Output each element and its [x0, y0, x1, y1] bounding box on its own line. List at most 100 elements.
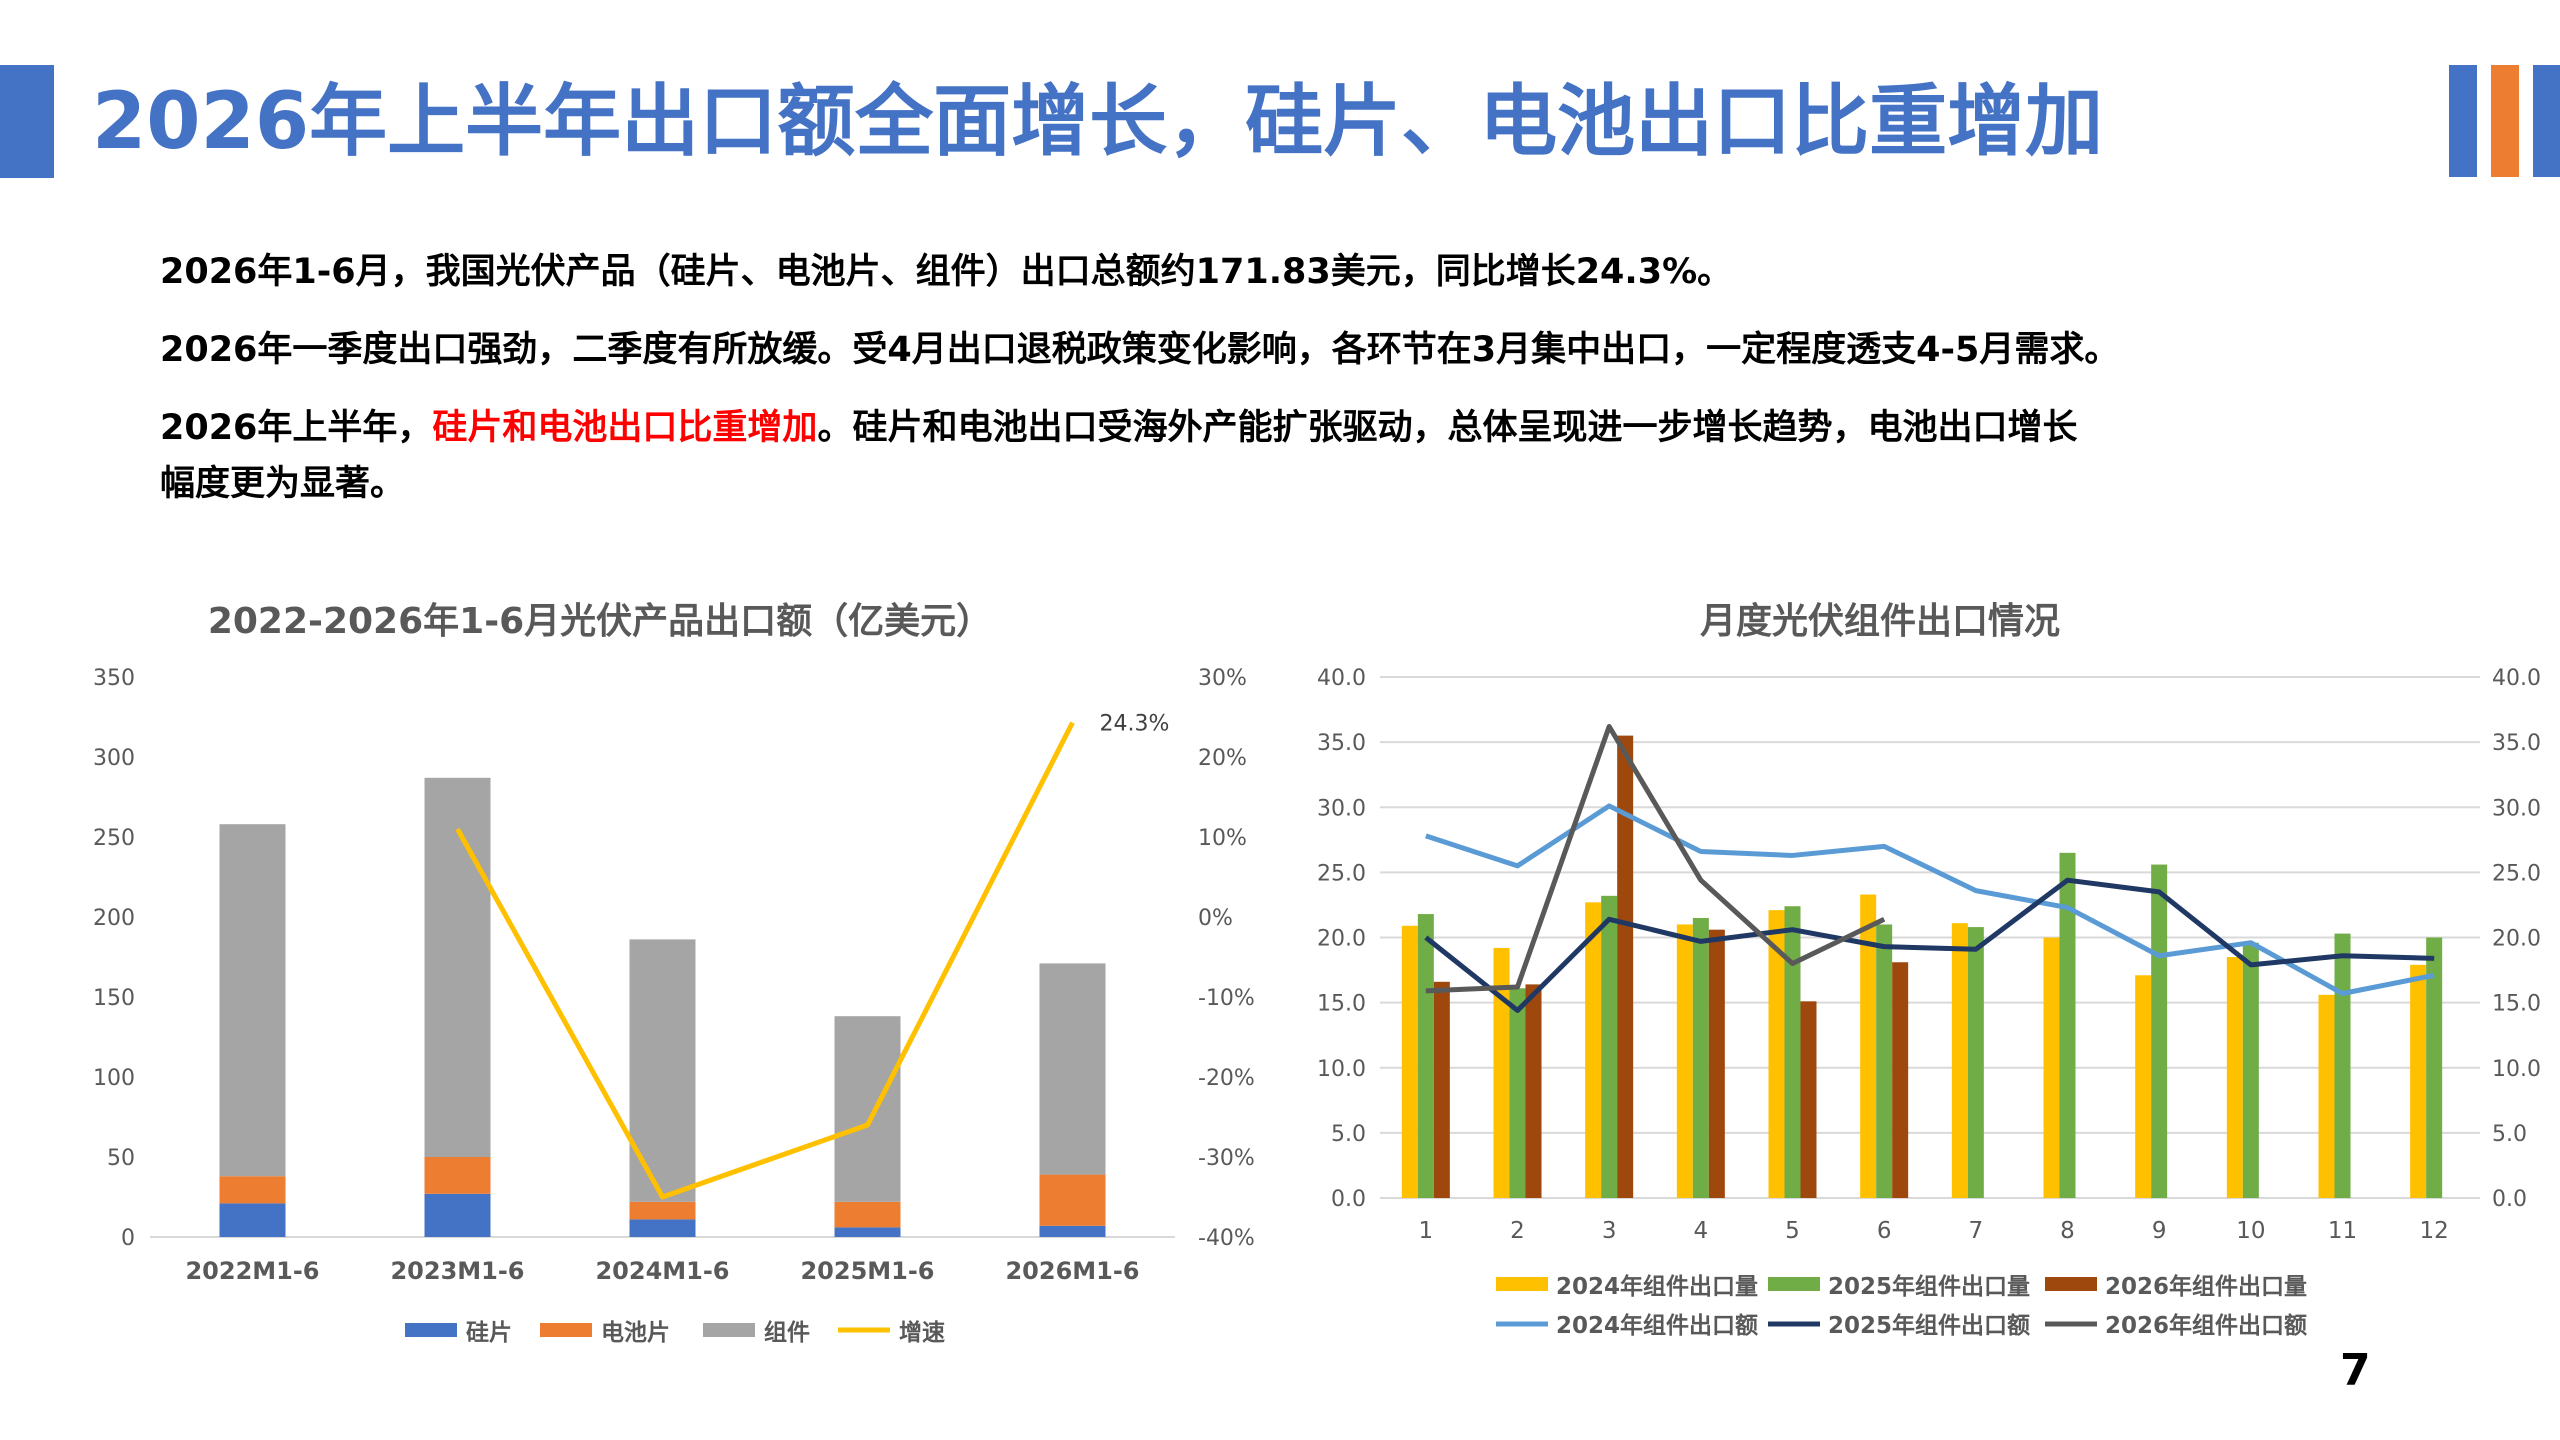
chart2-bar-2024 [2043, 937, 2060, 1198]
chart1-y-tick: 50 [107, 1146, 135, 1171]
chart2-y2-tick: 5.0 [2492, 1122, 2527, 1147]
title-accent-bar [0, 65, 54, 178]
chart2-title: 月度光伏组件出口情况 [1699, 601, 2060, 642]
chart1-y2-tick: -40% [1198, 1226, 1255, 1251]
chart2-bar-2026 [1800, 1001, 1817, 1198]
chart1-legend-label: 增速 [899, 1319, 945, 1346]
chart1-y-tick: 200 [93, 906, 135, 931]
chart2-y2-tick: 15.0 [2492, 992, 2541, 1017]
chart1-y-tick: 250 [93, 826, 135, 851]
chart1-bar-module [629, 939, 696, 1202]
chart2-bar-2026 [1525, 984, 1542, 1198]
chart2-x-tick: 6 [1877, 1218, 1892, 1244]
chart1-x-tick: 2024M1-6 [595, 1257, 729, 1285]
chart2-bar-2026 [1892, 962, 1909, 1198]
chart2-y2-tick: 40.0 [2492, 666, 2541, 691]
chart2-y-tick: 35.0 [1317, 731, 1366, 756]
chart1-y2-tick: -10% [1198, 986, 1255, 1011]
chart1-bar-cell [219, 1176, 286, 1204]
chart2-y2-tick: 25.0 [2492, 861, 2541, 886]
chart2-legend-swatch [1496, 1277, 1548, 1291]
chart1-legend-swatch [540, 1323, 592, 1337]
chart2-y-tick: 10.0 [1317, 1057, 1366, 1082]
chart2-legend-label: 2024年组件出口量 [1556, 1273, 1758, 1300]
chart2-legend-label: 2026年组件出口额 [2105, 1312, 2307, 1339]
paragraph-1: 2026年1-6月，我国光伏产品（硅片、电池片、组件）出口总额约171.83美元… [160, 252, 1733, 292]
chart1-y2-tick: -20% [1198, 1066, 1255, 1091]
chart2-x-tick: 8 [2060, 1218, 2075, 1244]
paragraph-3-prefix: 2026年上半年， [160, 408, 433, 448]
chart2-bar-2024 [1768, 910, 1785, 1198]
chart1-bar-module [834, 1016, 901, 1202]
chart1-bar-cell [1039, 1174, 1106, 1226]
chart2-legend-label: 2025年组件出口量 [1828, 1273, 2030, 1300]
chart2-line-2026 [1425, 723, 1886, 994]
chart2-bar-2025 [1784, 906, 1801, 1198]
chart2-bar-2024 [2226, 957, 2243, 1198]
chart2-y2-tick: 30.0 [2492, 796, 2541, 821]
chart2-bar-2024 [1401, 925, 1418, 1198]
chart2-legend-swatch [2045, 1277, 2097, 1291]
chart1-growth-line [455, 721, 1075, 1200]
chart1-title: 2022-2026年1-6月光伏产品出口额（亿美元） [207, 601, 993, 642]
chart2-x-tick: 10 [2236, 1218, 2265, 1244]
chart2-x-tick: 2 [1510, 1218, 1525, 1244]
paragraph-3-suffix: 。硅片和电池出口受海外产能扩张驱动，总体呈现进一步增长趋势，电池出口增长 [817, 408, 2078, 448]
chart1-y2-tick: 20% [1198, 746, 1247, 771]
chart2-x-tick: 3 [1602, 1218, 1617, 1244]
chart1-x-tick: 2023M1-6 [390, 1257, 524, 1285]
chart2-y-tick: 40.0 [1317, 666, 1366, 691]
chart1-y-tick: 300 [93, 746, 135, 771]
deco-bar-orange [2491, 65, 2519, 177]
chart1-bar-cell [834, 1201, 901, 1228]
chart1-x-tick: 2022M1-6 [185, 1257, 319, 1285]
chart1-y-tick: 350 [93, 666, 135, 691]
chart2-x-tick: 1 [1419, 1218, 1434, 1244]
chart2-bar-2025 [1509, 988, 1526, 1198]
page-title: 2026年上半年出口额全面增长，硅片、电池出口比重增加 [92, 77, 2104, 167]
chart2-y-tick: 30.0 [1317, 796, 1366, 821]
chart1-bar-silicon [424, 1193, 491, 1237]
chart1-bar-module [1039, 963, 1106, 1175]
paragraph-3: 2026年上半年，硅片和电池出口比重增加。硅片和电池出口受海外产能扩张驱动，总体… [160, 400, 2077, 512]
chart2-bar-2025 [1967, 927, 1984, 1198]
chart1-bar-module [219, 824, 286, 1177]
chart2-y2-tick: 0.0 [2492, 1187, 2527, 1212]
chart2-y2-tick: 35.0 [2492, 731, 2541, 756]
chart1-legend-label: 组件 [764, 1319, 810, 1346]
chart2-bar-2025 [2151, 864, 2168, 1198]
chart2-x-tick: 11 [2328, 1218, 2357, 1244]
chart1-bar-silicon [1039, 1225, 1106, 1237]
chart2-x-tick: 4 [1694, 1218, 1709, 1244]
chart2-line-2024 [1425, 803, 2435, 997]
chart2-bar-2024 [1676, 924, 1693, 1198]
chart2-y2-tick: 10.0 [2492, 1057, 2541, 1082]
chart1-y-tick: 100 [93, 1066, 135, 1091]
chart1-legend-swatch [405, 1323, 457, 1337]
chart2-y-tick: 0.0 [1331, 1187, 1366, 1212]
chart1-legend-label: 电池片 [601, 1320, 670, 1346]
chart2-bar-2024 [1860, 894, 1877, 1198]
chart2-bar-2026 [1617, 735, 1634, 1198]
chart1-y-tick: 0 [121, 1226, 135, 1251]
chart2-bar-2025 [1417, 914, 1434, 1198]
chart2-bar-2026 [1708, 929, 1725, 1198]
chart2-y-tick: 15.0 [1317, 992, 1366, 1017]
chart2-y-tick: 25.0 [1317, 861, 1366, 886]
chart1-y2-tick: 10% [1198, 826, 1247, 851]
chart1-bar-module [424, 777, 491, 1157]
paragraph-3-highlight: 硅片和电池出口比重增加 [432, 408, 818, 448]
chart2-legend-label: 2025年组件出口额 [1828, 1312, 2030, 1339]
chart2-bar-2025 [1876, 924, 1893, 1198]
chart2-bar-2026 [1433, 981, 1450, 1198]
chart1-bar-silicon [834, 1227, 901, 1237]
chart1-data-label: 24.3% [1100, 712, 1170, 737]
chart2-bar-2025 [1601, 895, 1618, 1198]
chart1-bar-cell [629, 1201, 696, 1220]
chart1-y2-tick: -30% [1198, 1146, 1255, 1171]
chart2-legend-label: 2026年组件出口量 [2105, 1273, 2307, 1300]
chart2-x-tick: 12 [2420, 1218, 2449, 1244]
chart2-y-tick: 20.0 [1317, 927, 1366, 952]
chart2-bar-2025 [1692, 917, 1709, 1198]
chart1-bar-silicon [219, 1203, 286, 1237]
